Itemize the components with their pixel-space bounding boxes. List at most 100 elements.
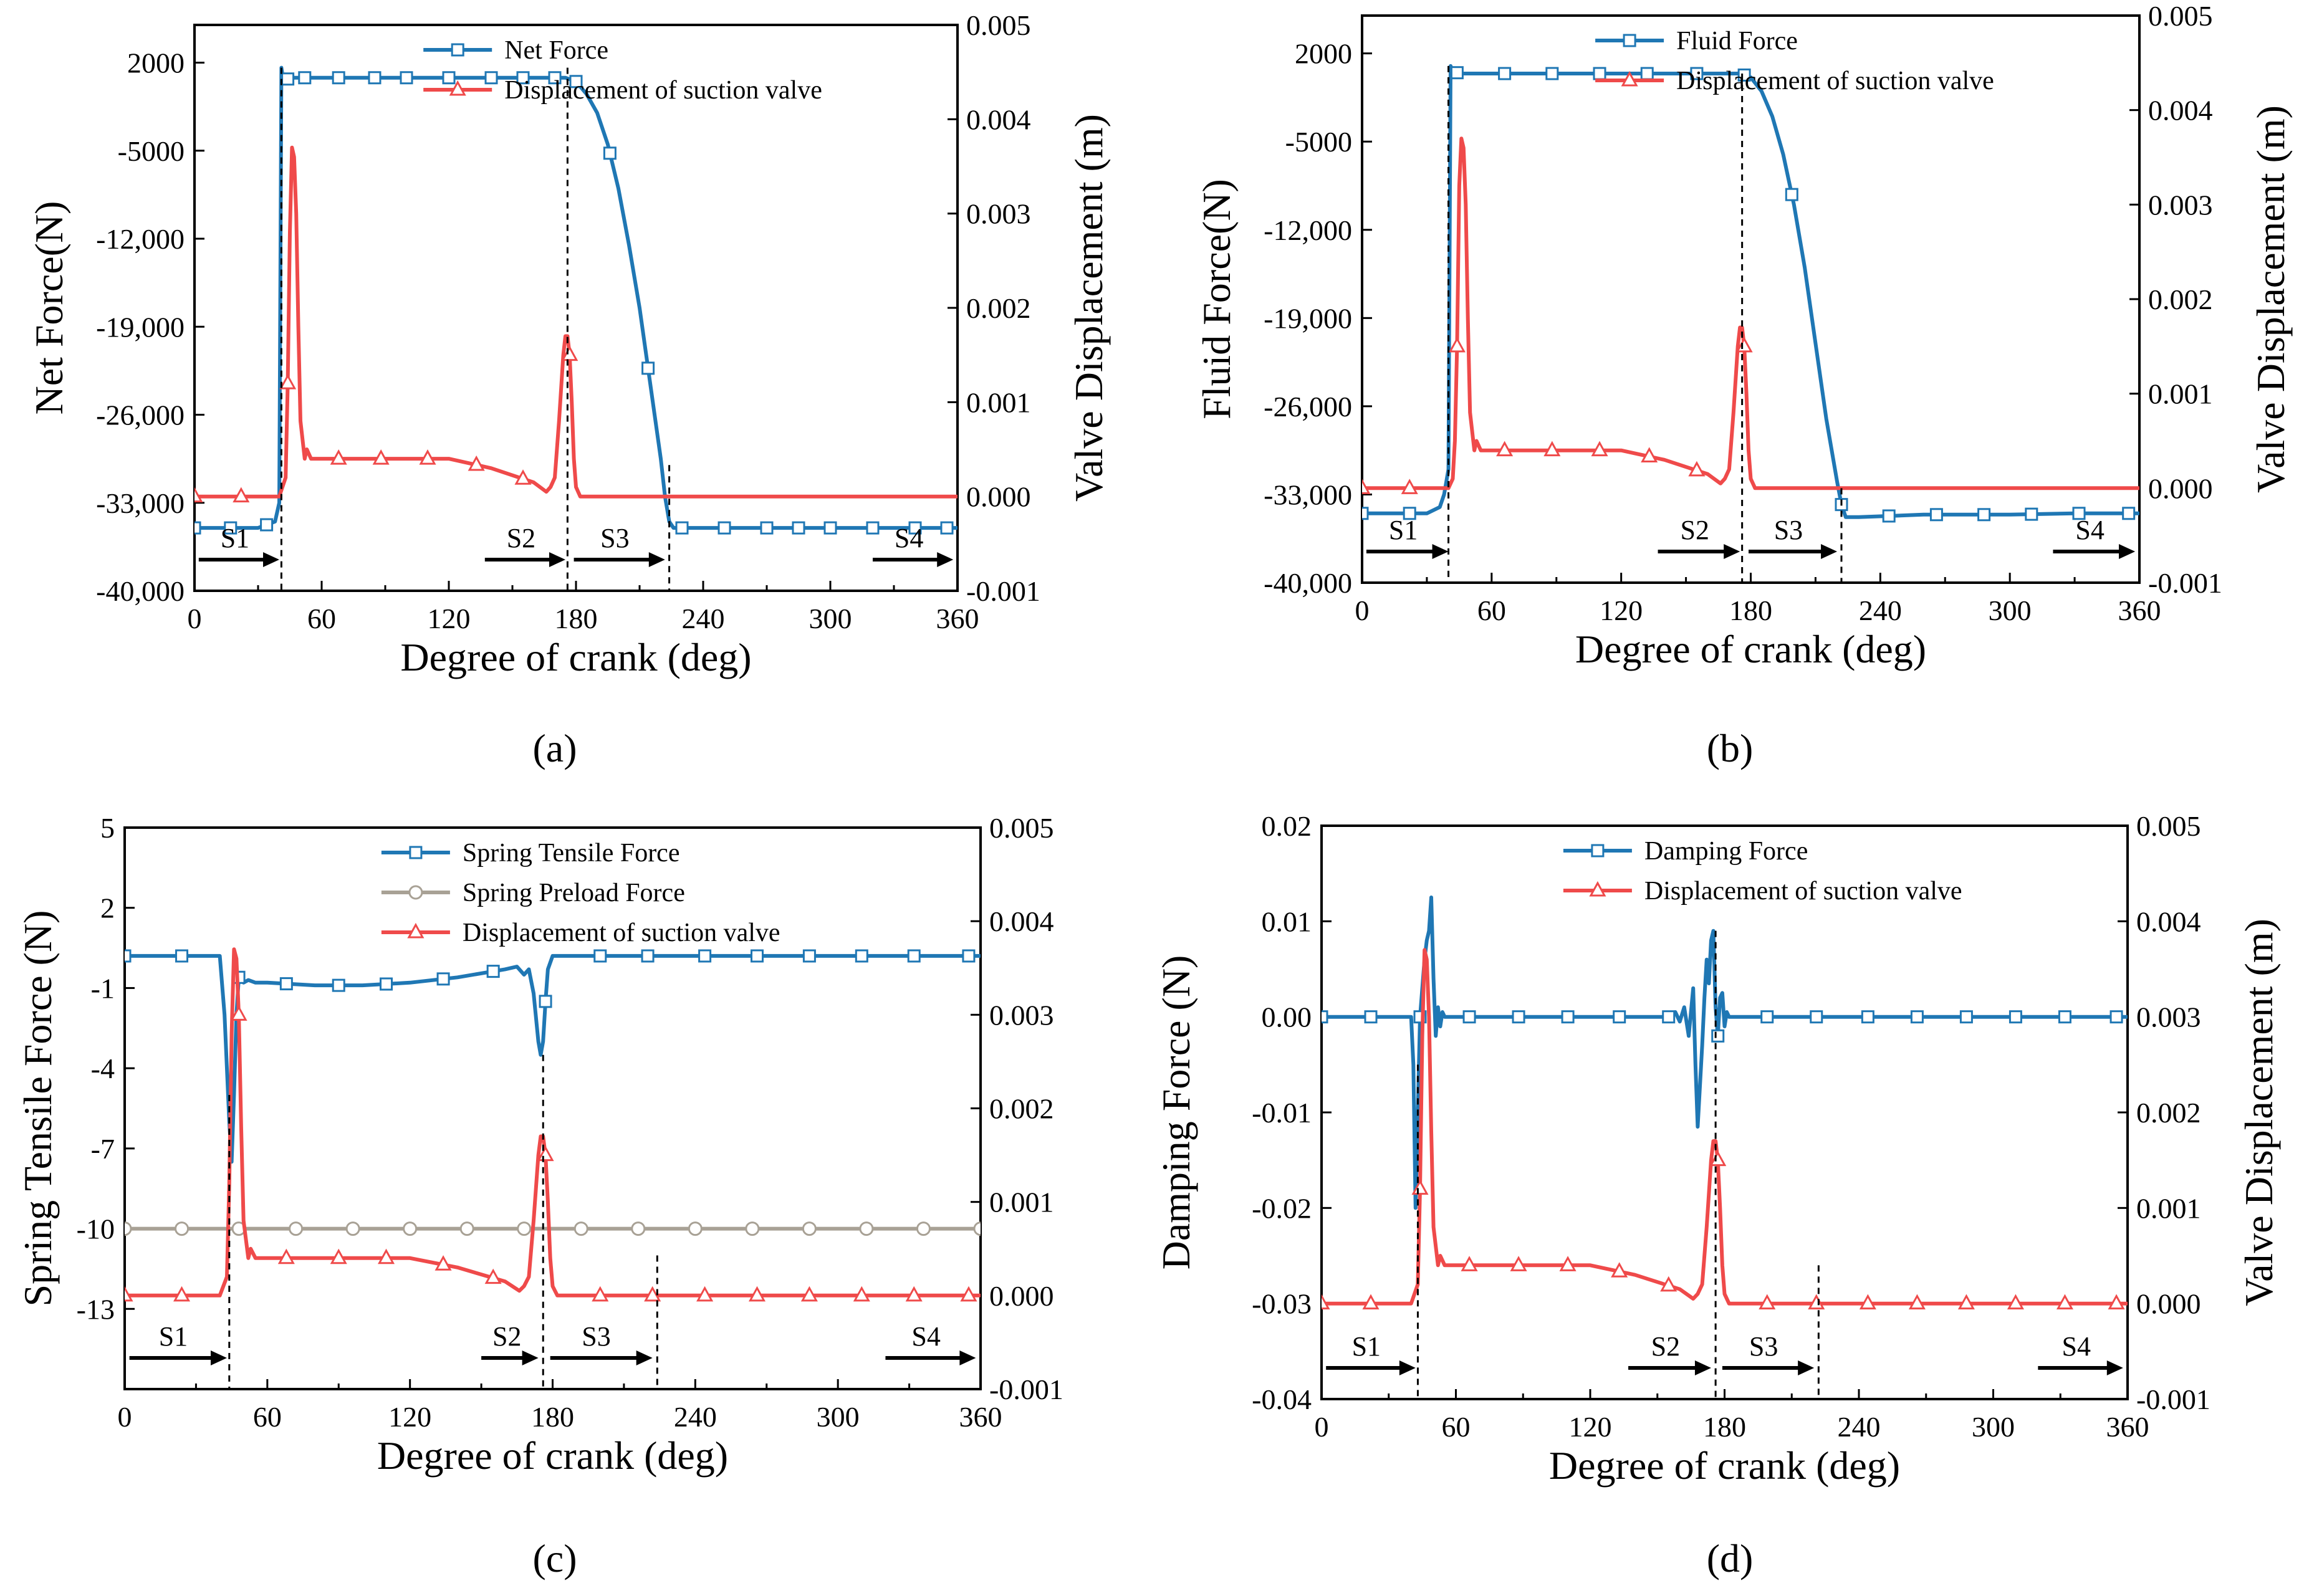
series-marker [330, 1248, 347, 1264]
x-tick-label: 180 [531, 1401, 574, 1433]
y2-tick-label: 0.005 [989, 812, 1054, 844]
series-marker [1882, 509, 1896, 523]
series-line-0 [194, 65, 958, 530]
y-tick-label: -12,000 [1264, 214, 1352, 246]
series-marker [224, 521, 238, 535]
series-line-1 [1322, 948, 2128, 1306]
stage-label: S4 [2075, 515, 2104, 545]
y-tick-label: -26,000 [1264, 391, 1352, 423]
series-marker [675, 521, 689, 535]
stage-arrowhead [636, 1350, 653, 1365]
series-marker [459, 1221, 474, 1236]
series-marker [368, 71, 382, 85]
series-marker [279, 977, 293, 991]
x-tick-label: 0 [188, 603, 202, 634]
series-marker [1403, 507, 1416, 520]
chart-panel-3: 0 60 120 180 240 300 360 0.02 0.01 0.00 -0.01 -0.02… [1154, 810, 2281, 1488]
y-tick-label: 5 [100, 812, 115, 844]
series-marker [484, 1268, 502, 1284]
y2-axis-title: Valve Displacement (m) [2249, 105, 2293, 493]
series-marker [745, 1221, 760, 1236]
series-marker [750, 949, 764, 963]
series-marker [537, 1145, 554, 1162]
stage-arrowhead [549, 552, 565, 567]
series-marker [173, 1286, 191, 1302]
y2-tick-label: -0.001 [989, 1374, 1063, 1405]
y2-tick-label: 0.004 [989, 906, 1054, 937]
y2-tick-label: -0.001 [966, 575, 1040, 607]
stage-label: S3 [1749, 1331, 1778, 1362]
series-line-2 [125, 947, 981, 1297]
y2-tick-label: 0.003 [2148, 189, 2213, 221]
series-marker [905, 1286, 923, 1302]
series-marker [548, 71, 562, 85]
stage-arrowhead [2106, 1360, 2123, 1375]
legend-entry: Spring Tensile Force [463, 839, 680, 867]
series-marker [125, 1286, 133, 1302]
series-line-0 [1322, 896, 2128, 1210]
series-marker [1735, 337, 1753, 353]
legend-entry: Displacement of suction valve [1676, 67, 1994, 95]
y-tick-label: -33,000 [96, 487, 185, 519]
y-tick-label: -0.02 [1252, 1192, 1312, 1224]
y2-tick-label: 0.001 [2148, 378, 2213, 410]
series-marker [569, 75, 583, 88]
series-marker [517, 1221, 532, 1236]
series-marker [1512, 1010, 1525, 1024]
series-marker [1364, 1010, 1378, 1024]
y-tick-label: 2000 [1295, 38, 1352, 70]
series-marker [2072, 507, 2086, 520]
series-marker [1641, 447, 1658, 463]
series-marker [277, 1248, 295, 1264]
series-marker [125, 1221, 132, 1236]
series-marker [484, 71, 498, 85]
stage-label: S4 [895, 523, 923, 553]
stage-label: S2 [1681, 515, 1709, 545]
legend-swatch-marker [449, 80, 466, 96]
stage-arrowhead [2119, 544, 2136, 559]
stage-label: S1 [1389, 515, 1418, 545]
legend-entry: Displacement of suction valve [1644, 877, 1962, 906]
series-marker [748, 1286, 766, 1302]
x-tick-label: 240 [1838, 1411, 1881, 1443]
series-marker [800, 1286, 818, 1302]
series-marker [574, 1221, 588, 1236]
series-marker [760, 521, 774, 535]
series-marker [866, 521, 880, 535]
x-tick-label: 360 [2106, 1411, 2149, 1443]
series-marker [1709, 1150, 1727, 1167]
series-marker [125, 949, 132, 963]
series-marker [175, 1221, 190, 1236]
series-marker [1662, 1010, 1676, 1024]
y-tick-label: -12,000 [96, 223, 185, 255]
y2-tick-label: 0.001 [989, 1187, 1054, 1218]
y-tick-label: -26,000 [96, 399, 185, 431]
y-tick-label: 2000 [127, 47, 185, 79]
series-marker [1908, 1294, 1926, 1310]
x-tick-label: 180 [555, 603, 598, 634]
series-marker [1362, 479, 1371, 494]
series-marker [2009, 1010, 2022, 1024]
y2-axis-title: Valve Displacement (m) [2237, 919, 2281, 1306]
series-marker [641, 361, 655, 375]
panel-label: (a) [532, 726, 577, 770]
x-tick-label: 60 [253, 1401, 282, 1433]
stage-arrowhead [937, 552, 954, 567]
legend-swatch-marker [407, 922, 425, 939]
y2-tick-label: 0.005 [966, 9, 1031, 41]
series-marker [973, 1221, 981, 1236]
legend-entry: Damping Force [1644, 837, 1808, 866]
stage-label: S2 [507, 523, 535, 553]
series-marker [230, 1005, 247, 1021]
series-marker [1929, 508, 1943, 522]
series-marker [855, 949, 868, 963]
series-marker [916, 1221, 931, 1236]
series-marker [419, 449, 436, 465]
series-marker [1461, 1256, 1478, 1271]
series-marker [2109, 1010, 2123, 1024]
legend-swatch-marker [1589, 881, 1606, 897]
series-marker [539, 995, 552, 1008]
x-tick-label: 60 [1442, 1411, 1471, 1443]
x-tick-label: 60 [1477, 595, 1506, 626]
series-marker [442, 71, 456, 85]
